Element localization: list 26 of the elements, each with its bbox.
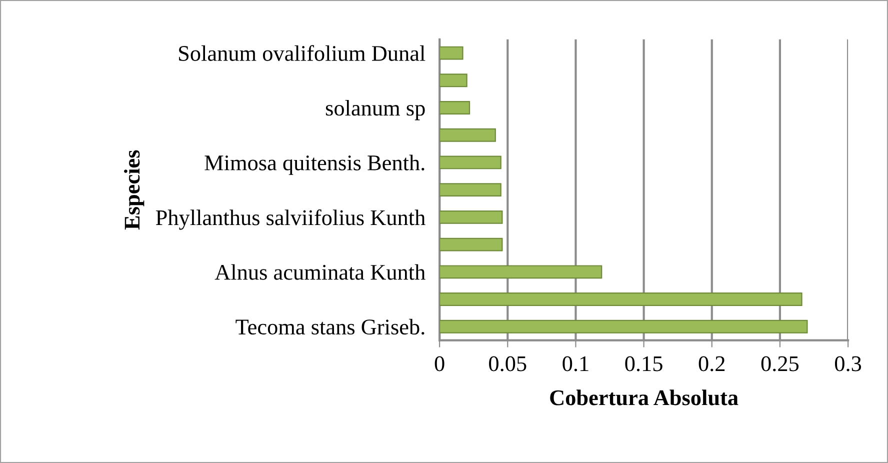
bar (440, 320, 808, 334)
bar (440, 128, 496, 142)
y-tick-label: Tecoma stans Griseb. (236, 318, 424, 335)
x-tick-label: 0.3 (835, 356, 862, 372)
x-tick-label: 0.25 (761, 356, 799, 372)
y-tick-label: Solanum ovalifolium Dunal (179, 45, 426, 61)
y-tick-label: solanum sp (326, 100, 425, 120)
y-tick-label: Alnus acuminata Kunth (214, 264, 426, 280)
bar (440, 238, 503, 252)
y-tick-label: Phyllanthus salviifolius Kunth (156, 209, 426, 230)
x-tick-label: 0.05 (489, 356, 526, 372)
bar (440, 74, 468, 88)
x-tick-label: 0.1 (562, 356, 588, 372)
x-tick-label: 0 (434, 356, 444, 372)
y-tick-label: Mimosa quitensis Benth. (204, 154, 424, 175)
x-tick-label: 0.15 (625, 356, 662, 372)
x-tick-label: 0.2 (698, 356, 725, 372)
bar (440, 46, 464, 60)
bar (440, 183, 502, 197)
bar (440, 292, 802, 306)
x-axis-title: Cobertura Absoluta (550, 390, 738, 406)
bar (440, 265, 602, 279)
y-axis-title: Especies (124, 150, 144, 230)
bar (440, 101, 470, 114)
bar (440, 156, 502, 170)
bar (440, 210, 503, 224)
